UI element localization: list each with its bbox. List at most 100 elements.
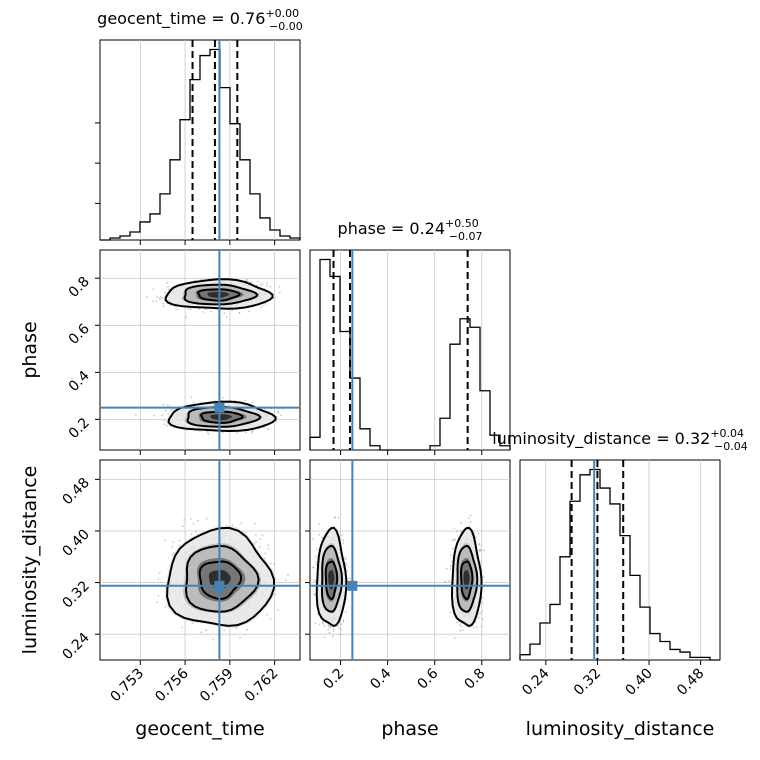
joint-luminosity-distance-vs-phase-mode-1-point [459,629,461,632]
joint-luminosity-distance-vs-phase-mode-0-point [321,621,324,623]
joint-luminosity-distance-vs-phase-mode-1-point [449,568,452,570]
joint-phase-vs-geocent-time-yticklabel-1: 0.4 [66,368,93,395]
hist-luminosity-distance-title-plus: +0.04 [710,427,744,440]
joint-phase-vs-geocent-time-mode-0-point [162,403,165,406]
joint-luminosity-distance-vs-phase-mode-1-point [478,544,481,546]
joint-phase-vs-geocent-time-mode-0-contour-2 [200,410,244,424]
hist-phase-title-value: phase = 0.24 [338,219,445,238]
joint-luminosity-distance-vs-phase-mode-1-point [469,520,472,523]
joint-luminosity-distance-vs-geocent-time-mode-0-point [255,540,257,543]
joint-luminosity-distance-vs-geocent-time-mode-0-point [171,545,174,548]
joint-phase-vs-geocent-time-mode-1-point [176,308,179,311]
joint-luminosity-distance-vs-phase-mode-0-point [344,611,347,614]
joint-luminosity-distance-vs-geocent-time-mode-0-point [191,622,194,625]
hist-phase-grid [340,250,483,450]
joint-luminosity-distance-vs-phase-mode-0-point [318,623,321,626]
joint-luminosity-distance-vs-phase-mode-1-point [451,547,454,550]
joint-luminosity-distance-vs-phase-mode-0-point [313,579,316,582]
hist-luminosity-distance-title-minus: −0.04 [714,440,748,453]
joint-luminosity-distance-vs-geocent-time-xticklabel-2: 0.759 [197,666,237,706]
joint-phase-vs-geocent-time-mode-1-point [245,279,248,282]
joint-phase-vs-geocent-time-mode-1-point [159,298,161,301]
joint-phase-vs-geocent-time-mode-1-point [166,281,169,284]
joint-phase-vs-geocent-time-mode-1-point [162,302,165,305]
joint-luminosity-distance-vs-geocent-time-mode-0-point [182,525,184,528]
joint-luminosity-distance-vs-geocent-time-mode-0-point [266,613,268,616]
joint-luminosity-distance-vs-phase-mode-0-point [331,635,334,638]
joint-luminosity-distance-vs-phase-mode-0-point [314,622,317,625]
xlabel-phase: phase [381,718,438,740]
hist-phase-title: phase = 0.24+0.50 −0.07 [338,217,483,243]
joint-luminosity-distance-vs-phase-mode-0-point [342,542,344,545]
hist-phase-steps [309,258,511,451]
joint-phase-vs-geocent-time-mode-1-point [152,300,155,302]
joint-phase-vs-geocent-time-mode-1-point [264,302,266,305]
joint-phase-vs-geocent-time-mode-1-point [250,281,253,284]
joint-luminosity-distance-vs-phase-mode-0-point [323,636,326,639]
joint-phase-vs-geocent-time-mode-0-point [170,409,173,411]
joint-luminosity-distance-vs-phase-mode-0-point [322,622,324,625]
joint-phase-vs-geocent-time-mode-0-point [251,431,254,434]
joint-phase-vs-geocent-time-mode-0-point [263,426,266,429]
joint-luminosity-distance-vs-geocent-time-xticklabel-3: 0.762 [242,666,282,706]
joint-luminosity-distance-vs-phase-mode-0-point [340,623,343,626]
joint-luminosity-distance-vs-geocent-time-mode-0-point [171,553,174,556]
joint-luminosity-distance-vs-phase-mode-1-point [448,579,451,582]
joint-luminosity-distance-vs-phase-mode-0-point [327,625,330,628]
joint-luminosity-distance-vs-phase-mode-0-point [316,613,319,616]
joint-luminosity-distance-vs-phase-mode-1-point [477,532,480,535]
joint-luminosity-distance-vs-geocent-time-mode-0-contour-2 [198,560,243,601]
joint-luminosity-distance-vs-phase-mode-0-point [318,523,320,526]
joint-luminosity-distance-vs-geocent-time-mode-0-point [284,579,287,582]
joint-luminosity-distance-vs-geocent-time-mode-0-point [235,627,238,629]
joint-luminosity-distance-vs-geocent-time-mode-0-point [157,594,160,597]
joint-phase-vs-geocent-time-mode-1-point [152,288,155,291]
joint-phase-vs-geocent-time-mode-1-point [257,280,259,283]
joint-luminosity-distance-vs-phase-mode-1-point [478,549,481,552]
joint-phase-vs-geocent-time-panel: 0.2 0.4 0.6 0.8 [66,249,301,455]
hist-phase-title-plus: +0.50 [445,217,479,230]
joint-phase-vs-geocent-time-mode-1-point [248,310,251,313]
hist-luminosity-distance-panel: 0.24 0.32 0.40 0.48 luminosity_distance = 0.… [492,427,748,699]
joint-phase-vs-geocent-time-mode-0-point [251,401,254,404]
joint-phase-vs-geocent-time-mode-0-density-3 [210,414,233,421]
joint-luminosity-distance-vs-geocent-time-panel: 0.753 0.756 0.759 0.762 0.24 0.32 0.40 0.48 [59,459,301,706]
joint-luminosity-distance-vs-phase-mode-1-point [469,514,472,517]
joint-phase-vs-geocent-time-mode-0-point [236,431,239,434]
joint-luminosity-distance-vs-phase-mode-1-point [444,580,447,583]
joint-luminosity-distance-vs-phase-mode-0-point [348,577,351,580]
joint-phase-vs-geocent-time-mode-0-point [273,409,276,412]
joint-luminosity-distance-vs-phase-mode-0-point [321,536,323,539]
joint-phase-vs-geocent-time-mode-1-point [187,308,190,311]
joint-phase-vs-geocent-time-yticklabel-0: 0.2 [66,415,93,442]
joint-luminosity-distance-vs-phase-mode-0-point [342,619,345,622]
joint-luminosity-distance-vs-phase-mode-0-point [316,548,318,551]
joint-luminosity-distance-vs-geocent-time-mode-0-point [267,544,270,547]
joint-phase-vs-geocent-time-mode-1-point [146,296,148,299]
joint-phase-vs-geocent-time-mode-0-point [190,396,193,398]
joint-luminosity-distance-vs-phase-xticklabel-0: 0.2 [320,666,347,693]
joint-luminosity-distance-vs-phase-mode-1-point [456,621,458,624]
joint-phase-vs-geocent-time-mode-1-point [156,296,159,298]
joint-luminosity-distance-vs-geocent-time-truth-marker [214,580,225,591]
joint-phase-vs-geocent-time-mode-1-point [259,284,262,287]
joint-luminosity-distance-vs-geocent-time-mode-0-point [205,517,208,520]
joint-luminosity-distance-vs-phase-mode-1-point [449,611,451,613]
hist-geocent-time-grid [139,40,276,240]
joint-phase-vs-geocent-time-mode-0-point [163,423,166,426]
joint-phase-vs-geocent-time-mode-1-point [260,306,262,309]
hist-phase-title-minus: −0.07 [449,230,483,243]
joint-luminosity-distance-vs-phase-xticklabel-3: 0.8 [462,666,489,693]
joint-luminosity-distance-vs-phase-mode-1-point [455,530,458,533]
joint-luminosity-distance-vs-geocent-time-mode-0-point [264,557,266,560]
hist-luminosity-distance-steps [519,468,720,661]
joint-luminosity-distance-vs-geocent-time-mode-0-point [178,539,181,542]
joint-luminosity-distance-vs-phase-mode-0-point [340,628,343,631]
joint-luminosity-distance-vs-phase-mode-0-contour-1 [320,544,344,613]
joint-luminosity-distance-vs-phase-mode-0-point [313,593,316,596]
joint-phase-vs-geocent-time-mode-1-point [261,283,263,285]
joint-luminosity-distance-vs-geocent-time-mode-0-point [254,522,257,525]
joint-phase-vs-geocent-time-mode-1-point [278,291,281,294]
joint-luminosity-distance-vs-phase-mode-1-point [459,529,462,532]
joint-luminosity-distance-vs-phase-mode-1-point [481,610,484,612]
